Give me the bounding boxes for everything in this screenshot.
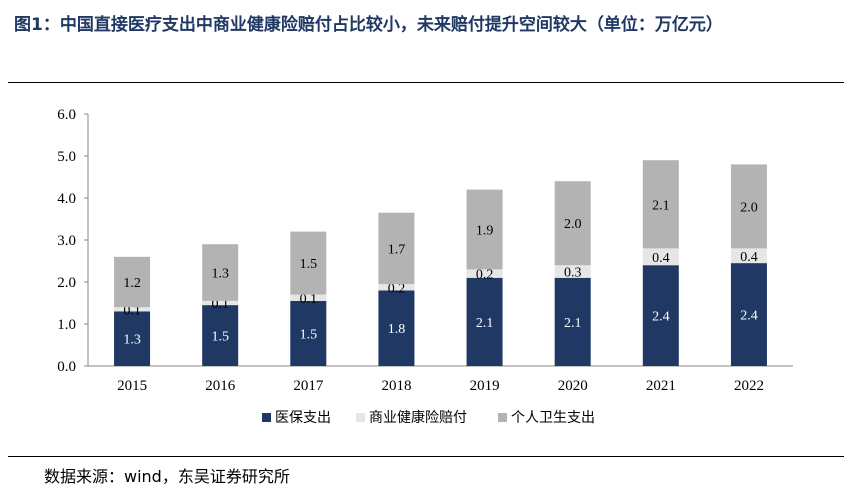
data-label: 1.3 xyxy=(123,333,141,348)
data-label: 2.4 xyxy=(652,310,670,325)
data-label: 1.9 xyxy=(476,224,494,239)
data-label: 0.3 xyxy=(564,266,582,281)
bar-segment xyxy=(290,300,327,366)
bar-segment xyxy=(114,307,151,312)
y-tick-label: 5.0 xyxy=(57,149,76,165)
bar-segment xyxy=(114,311,151,366)
chart-legend: 医保支出 商业健康险赔付 个人卫生支出 xyxy=(262,409,595,426)
bar-segment xyxy=(378,290,415,366)
bar-segment xyxy=(554,265,591,278)
x-tick-label: 2015 xyxy=(117,378,147,394)
legend-label: 个人卫生支出 xyxy=(511,410,595,426)
data-label: 0.2 xyxy=(476,268,494,283)
data-label: 0.1 xyxy=(300,292,318,307)
data-label: 0.4 xyxy=(652,251,670,266)
chart-axes: 0.0 1.0 2.0 3.0 4.0 5.0 6.0 2015 2016 2017 2018 201… xyxy=(57,107,793,394)
data-label: 2.0 xyxy=(564,217,582,232)
legend-label: 商业健康险赔付 xyxy=(369,409,467,426)
bar-segment xyxy=(554,181,591,266)
y-tick-label: 3.0 xyxy=(57,233,76,249)
chart-title: 图1：中国直接医疗支出中商业健康险赔付占比较小，未来赔付提升空间较大（单位：万亿… xyxy=(14,15,723,35)
data-label: 1.5 xyxy=(211,330,229,345)
title-divider xyxy=(8,82,844,83)
legend-swatch xyxy=(262,413,271,422)
bar-segment xyxy=(202,305,239,366)
x-tick-label: 2016 xyxy=(205,378,236,394)
y-tick-label: 4.0 xyxy=(57,191,76,207)
bar-segment xyxy=(378,284,415,291)
bar-segment xyxy=(290,231,327,295)
source-note: 数据来源：wind，东吴证券研究所 xyxy=(44,467,290,486)
x-tick-label: 2021 xyxy=(646,378,676,394)
bar-segment xyxy=(466,189,503,270)
x-tick-label: 2020 xyxy=(558,378,588,394)
data-label: 1.8 xyxy=(388,322,406,337)
bar-segment xyxy=(730,164,767,249)
bar-segment xyxy=(378,212,415,285)
x-tick-label: 2018 xyxy=(381,378,411,394)
bar-segment xyxy=(642,265,679,366)
bar-segment xyxy=(290,294,327,301)
bar-segment xyxy=(642,160,679,249)
stacked-bar-chart: 0.0 1.0 2.0 3.0 4.0 5.0 6.0 2015 2016 2017 2018 201… xyxy=(57,107,793,426)
legend-label: 医保支出 xyxy=(275,410,331,426)
data-label: 1.7 xyxy=(388,242,406,257)
legend-swatch xyxy=(498,413,507,422)
bar-segment xyxy=(114,256,151,308)
y-tick-label: 1.0 xyxy=(57,317,76,333)
bar-segment xyxy=(730,248,767,264)
data-label: 1.5 xyxy=(300,257,318,272)
data-label: 2.1 xyxy=(564,316,582,331)
y-tick-label: 2.0 xyxy=(57,275,76,291)
bar-segment xyxy=(202,300,239,306)
data-label: 2.1 xyxy=(476,316,494,331)
chart-bars: 1.30.11.21.50.11.31.50.11.51.80.21.72.10… xyxy=(114,160,767,366)
x-tick-label: 2022 xyxy=(734,378,764,394)
y-tick-label: 6.0 xyxy=(57,107,76,123)
bar-segment xyxy=(554,277,591,366)
x-tick-label: 2019 xyxy=(470,378,500,394)
bar-segment xyxy=(202,244,239,301)
data-label: 0.2 xyxy=(388,281,406,296)
data-label: 2.1 xyxy=(652,198,670,213)
data-label: 1.2 xyxy=(123,276,141,291)
bar-segment xyxy=(466,269,503,278)
x-tick-label: 2017 xyxy=(293,378,324,394)
data-label: 2.0 xyxy=(740,200,758,215)
data-label: 1.5 xyxy=(300,327,318,342)
bar-segment xyxy=(466,277,503,366)
y-tick-label: 0.0 xyxy=(57,359,76,375)
source-divider xyxy=(8,456,844,457)
data-label: 1.3 xyxy=(211,267,229,282)
legend-swatch xyxy=(356,413,365,422)
data-label: 2.4 xyxy=(740,309,758,324)
bar-segment xyxy=(642,248,679,266)
bar-segment xyxy=(730,263,767,366)
data-label: 0.4 xyxy=(740,250,758,265)
